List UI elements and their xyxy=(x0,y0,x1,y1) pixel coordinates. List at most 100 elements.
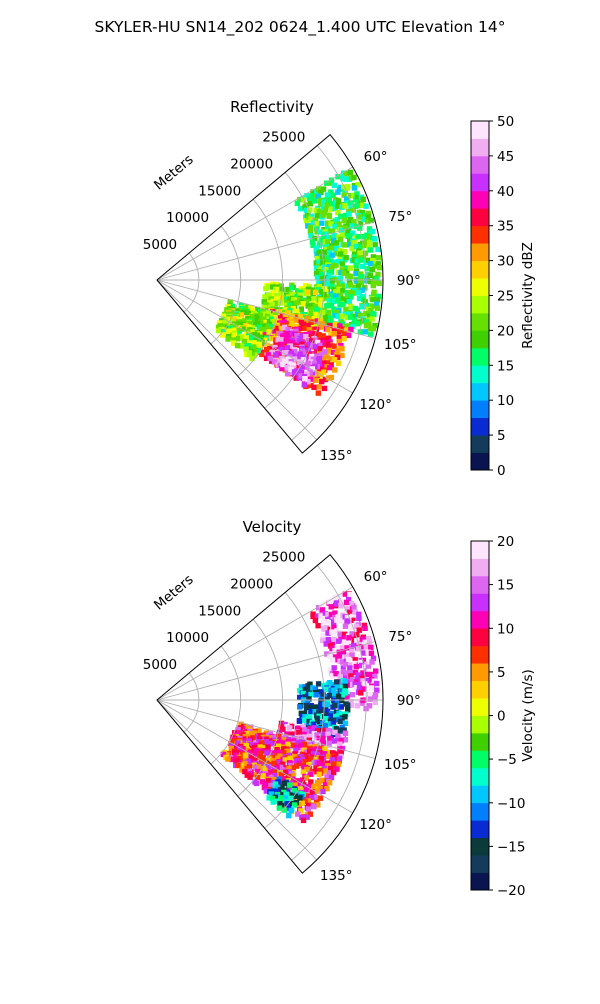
echo-cell xyxy=(345,596,352,602)
echo-cell xyxy=(372,242,378,248)
echo-cell xyxy=(344,614,351,621)
echo-cell xyxy=(293,747,299,753)
echo-cell xyxy=(289,748,296,754)
echo-cell xyxy=(239,767,245,773)
echo-cell xyxy=(324,360,330,366)
echo-cell xyxy=(334,217,341,223)
echo-cell xyxy=(290,301,297,307)
echo-cell xyxy=(289,801,295,807)
echo-cell xyxy=(301,741,308,747)
echo-cell xyxy=(302,798,308,805)
echo-cell xyxy=(266,795,272,801)
echo-cell xyxy=(267,346,273,352)
echo-cell xyxy=(297,786,303,792)
echo-cell xyxy=(254,321,261,327)
echo-cell xyxy=(285,748,291,755)
echo-cell xyxy=(320,692,326,698)
colorbar-segment xyxy=(471,243,489,261)
echo-cell xyxy=(320,637,326,644)
echo-cell xyxy=(311,756,318,763)
echo-cell xyxy=(340,665,347,671)
echo-cell xyxy=(238,721,244,727)
echo-cell xyxy=(278,283,284,289)
echo-cell xyxy=(289,314,295,320)
echo-cell xyxy=(320,740,326,746)
echo-cell xyxy=(328,774,335,781)
range-tick-label: 15000 xyxy=(198,183,241,199)
echo-cell xyxy=(349,613,356,620)
echo-cell xyxy=(331,343,337,350)
echo-cell xyxy=(374,680,380,687)
echo-cell xyxy=(316,279,322,285)
echo-cell xyxy=(236,328,242,334)
echo-cell xyxy=(322,615,328,622)
echo-cell xyxy=(366,226,373,232)
echo-cell xyxy=(325,312,332,318)
echo-cell xyxy=(335,713,341,719)
echo-cell xyxy=(282,775,288,781)
echo-cell xyxy=(326,335,332,341)
echo-cell xyxy=(291,742,297,749)
echo-cell xyxy=(241,762,247,768)
echo-cell xyxy=(328,269,335,275)
echo-cell xyxy=(345,184,351,190)
echo-cell xyxy=(325,225,331,231)
echo-cell xyxy=(310,747,316,753)
echo-cell xyxy=(373,668,379,674)
echo-cell xyxy=(267,741,274,747)
echo-cell xyxy=(317,346,323,352)
echo-cell xyxy=(319,777,325,783)
echo-cell xyxy=(345,323,352,329)
echo-cell xyxy=(308,319,314,325)
echo-cell xyxy=(350,313,357,319)
echo-cell xyxy=(250,325,256,331)
azimuth-gridline xyxy=(156,699,353,814)
echo-cell xyxy=(305,360,311,366)
echo-cell xyxy=(249,351,255,358)
echo-cell xyxy=(312,331,318,337)
echo-cell xyxy=(331,665,337,671)
echo-cell xyxy=(340,296,346,302)
echo-cell xyxy=(331,298,337,304)
echo-cell xyxy=(311,783,318,789)
echo-cell xyxy=(348,624,354,630)
echo-cell xyxy=(349,246,355,252)
echo-cell xyxy=(245,310,251,316)
range-tick-label: 5000 xyxy=(143,657,177,673)
echo-cell xyxy=(326,740,332,746)
echo-cell xyxy=(369,303,376,309)
echo-cell xyxy=(307,229,314,235)
echo-cell xyxy=(308,779,314,785)
echo-cell xyxy=(274,319,280,325)
echo-cell xyxy=(281,807,288,813)
echo-cell xyxy=(300,288,307,294)
echo-cell xyxy=(330,349,336,356)
echo-cell xyxy=(313,692,319,698)
echo-cell xyxy=(308,233,314,239)
echo-cell xyxy=(276,750,283,756)
echo-cell xyxy=(340,170,347,176)
echo-cell xyxy=(366,639,373,645)
echo-cell xyxy=(293,763,300,769)
echo-cell xyxy=(310,613,316,620)
echo-cell xyxy=(325,637,331,643)
range-axis-label: Meters xyxy=(151,572,197,614)
echo-cell xyxy=(375,255,381,261)
echo-cell xyxy=(282,333,288,339)
echo-cell xyxy=(257,334,263,340)
echo-cell xyxy=(329,640,336,646)
echo-cell xyxy=(271,769,278,775)
echo-cell xyxy=(225,336,231,342)
echo-cell xyxy=(323,295,329,301)
colorbar-tick-label: 0 xyxy=(497,463,506,479)
echo-cell xyxy=(299,713,305,720)
echo-cell xyxy=(256,733,263,739)
echo-cell xyxy=(266,292,272,299)
echo-layer xyxy=(220,591,380,824)
echo-cell xyxy=(322,314,328,320)
echo-cell xyxy=(279,353,285,359)
echo-cell xyxy=(290,776,296,782)
echo-cell xyxy=(310,220,316,226)
echo-cell xyxy=(257,754,263,760)
echo-cell xyxy=(323,716,329,722)
